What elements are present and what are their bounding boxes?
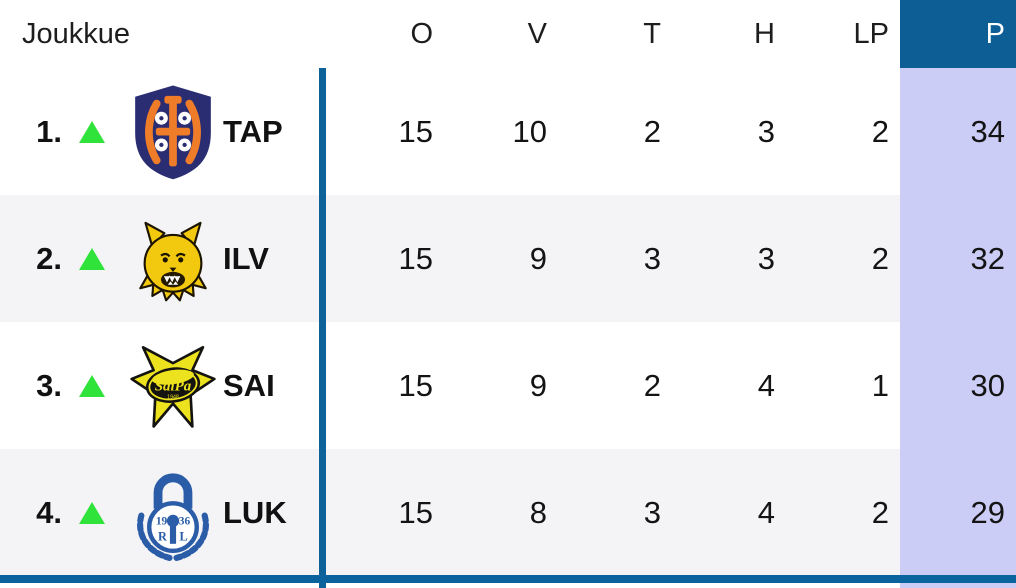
stat-wins: 8 bbox=[529, 494, 547, 530]
stat-ot-losses: 2 bbox=[871, 494, 889, 530]
trend-up-icon bbox=[79, 247, 105, 270]
column-header-ot-losses: LP bbox=[853, 17, 889, 50]
team-cell: 4. 19 36 R L LUK bbox=[0, 449, 330, 576]
svg-text:1948: 1948 bbox=[167, 394, 179, 400]
rank-label: 4. bbox=[36, 494, 62, 530]
vertical-divider-line bbox=[319, 68, 326, 588]
table-header-row: Joukkue O V T H LP P bbox=[0, 0, 1016, 68]
team-abbr-label: ILV bbox=[223, 240, 269, 276]
stat-wins: 9 bbox=[529, 367, 547, 403]
stat-ot-losses: 2 bbox=[871, 113, 889, 149]
stat-wins: 9 bbox=[529, 240, 547, 276]
stat-ties: 3 bbox=[643, 240, 661, 276]
rank-label: 3. bbox=[36, 367, 62, 403]
stat-losses: 3 bbox=[757, 240, 775, 276]
stat-points: 29 bbox=[900, 449, 1016, 576]
stat-ot-losses: 2 bbox=[871, 240, 889, 276]
stat-points: 32 bbox=[900, 195, 1016, 322]
playoff-cutoff-line bbox=[0, 575, 1016, 583]
trend-up-icon bbox=[79, 374, 105, 397]
rank-label: 1. bbox=[36, 113, 62, 149]
table-row: 3. SaiPa 1948 SAI 15 9 2 4 1 30 bbox=[0, 322, 1016, 449]
stat-losses: 4 bbox=[757, 494, 775, 530]
trend-up-icon bbox=[79, 501, 105, 524]
tappara-logo-icon bbox=[129, 80, 217, 184]
stat-losses: 4 bbox=[757, 367, 775, 403]
team-abbr-label: LUK bbox=[223, 494, 287, 530]
stat-points: 30 bbox=[900, 322, 1016, 449]
team-column-header: Joukkue bbox=[22, 17, 131, 50]
stat-games: 15 bbox=[398, 113, 433, 149]
svg-text:L: L bbox=[179, 529, 187, 543]
stat-losses: 3 bbox=[757, 113, 775, 149]
stat-games: 15 bbox=[398, 240, 433, 276]
column-header-points: P bbox=[900, 0, 1016, 68]
stat-games: 15 bbox=[398, 494, 433, 530]
team-cell: 3. SaiPa 1948 SAI bbox=[0, 322, 330, 449]
saipa-logo-icon: SaiPa 1948 bbox=[129, 334, 217, 438]
table-row: 1. TAP 15 10 2 3 2 bbox=[0, 68, 1016, 195]
stat-ties: 3 bbox=[643, 494, 661, 530]
stat-points: 34 bbox=[900, 68, 1016, 195]
team-cell: 1. TAP bbox=[0, 68, 330, 195]
svg-text:36: 36 bbox=[179, 515, 191, 527]
svg-text:SaiPa: SaiPa bbox=[155, 378, 192, 394]
svg-text:R: R bbox=[158, 529, 167, 543]
column-header-wins: V bbox=[527, 17, 547, 50]
team-abbr-label: TAP bbox=[223, 113, 283, 149]
team-abbr-label: SAI bbox=[223, 367, 275, 403]
svg-text:19: 19 bbox=[156, 515, 168, 527]
team-cell: 2. ILV bbox=[0, 195, 330, 322]
column-header-games: O bbox=[410, 17, 433, 50]
table-row: 4. 19 36 R L LUK 15 8 3 4 bbox=[0, 449, 1016, 576]
rank-label: 2. bbox=[36, 240, 62, 276]
column-header-ties: T bbox=[643, 17, 661, 50]
trend-up-icon bbox=[79, 120, 105, 143]
stat-ot-losses: 1 bbox=[871, 367, 889, 403]
stat-wins: 10 bbox=[512, 113, 547, 149]
column-header-losses: H bbox=[754, 17, 775, 50]
ilves-logo-icon bbox=[129, 207, 217, 311]
table-row: 2. ILV 15 bbox=[0, 195, 1016, 322]
stat-games: 15 bbox=[398, 367, 433, 403]
lukko-logo-icon: 19 36 R L bbox=[129, 461, 217, 565]
stat-ties: 2 bbox=[643, 367, 661, 403]
stat-ties: 2 bbox=[643, 113, 661, 149]
